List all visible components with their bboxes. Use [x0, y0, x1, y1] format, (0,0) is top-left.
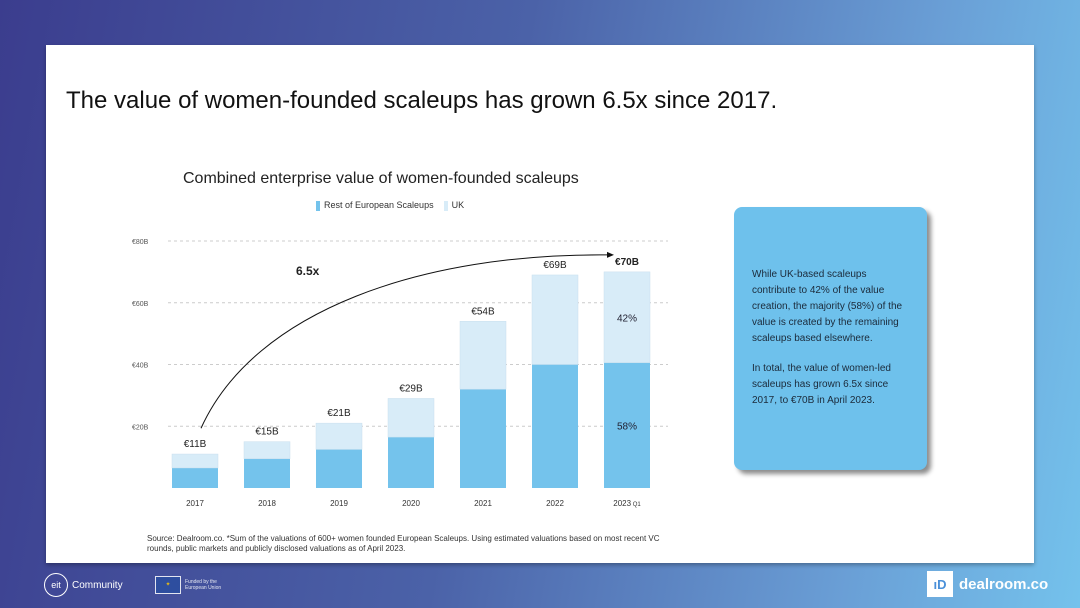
x-tick-label: 2022 [546, 499, 564, 508]
bar-segment-rest [316, 449, 362, 488]
dealroom-logo: ıD dealroom.co [927, 571, 1048, 597]
legend-item-rest: Rest of European Scaleups [316, 200, 434, 211]
legend-swatch [443, 200, 448, 211]
bar-total-label: €15B [255, 427, 279, 438]
x-tick-label: 2023 Q1 [613, 499, 641, 508]
legend-label: UK [451, 200, 465, 210]
bar-total-label: €69B [543, 260, 567, 271]
bar-segment-uk [243, 441, 291, 459]
community-label: Community [72, 579, 123, 591]
bar-segment-rest [244, 458, 290, 488]
bar-segment-rest [388, 437, 434, 488]
dealroom-label: dealroom.co [959, 575, 1049, 593]
eu-flag-icon: ✦ [155, 576, 181, 594]
eit-community-logo: eit Community [44, 573, 123, 597]
bar-segment-uk [603, 271, 651, 363]
slide-panel: The value of women-founded scaleups has … [46, 45, 1034, 563]
source-note: Source: Dealroom.co. *Sum of the valuati… [147, 534, 660, 553]
bar-segment-rest [532, 364, 578, 488]
bar-segment-rest [460, 389, 506, 488]
bar-segment-uk [315, 422, 363, 450]
legend-item-uk: UK [443, 200, 465, 211]
bar-segment-rest [172, 467, 218, 488]
bar-segment-uk [531, 274, 579, 365]
dealroom-mark-icon: ıD [927, 571, 953, 597]
y-tick-label: €40B [132, 363, 149, 370]
slide-title: The value of women-founded scaleups has … [66, 87, 778, 114]
insight-paragraph-1: While UK-based scaleups contribute to 42… [752, 269, 903, 344]
chart-title: Combined enterprise value of women-found… [183, 170, 579, 187]
eu-label: Funded by the European Union [185, 579, 222, 591]
y-tick-label: €20B [132, 424, 149, 431]
bar-chart: €20B €40B €60B €80B €11B 2017 €15B 2018 €21B 2019… [132, 239, 668, 508]
legend-swatch [316, 200, 320, 211]
bar-total-label: €29B [399, 383, 423, 394]
insight-paragraph-2: In total, the value of women-led scaleup… [752, 363, 891, 406]
bar-total-label: €21B [327, 408, 351, 419]
chart-legend: Rest of European Scaleups UK [316, 200, 464, 211]
legend-label: Rest of European Scaleups [324, 200, 434, 210]
rest-share-label: 58% [617, 421, 637, 432]
bar-total-label: €70B [615, 257, 639, 268]
bar-segment-uk [387, 398, 435, 438]
bar-segment-rest [604, 362, 650, 488]
x-tick-label: 2019 [330, 499, 348, 508]
x-tick-label: 2017 [186, 499, 204, 508]
eit-mark: eit [44, 573, 68, 597]
growth-label: 6.5x [296, 264, 320, 278]
y-tick-label: €60B [132, 301, 149, 308]
arrowhead-icon [607, 251, 614, 258]
y-tick-label: €80B [132, 239, 149, 246]
bar-segment-uk [459, 321, 507, 390]
bar-segment-uk [171, 453, 219, 469]
bar-total-label: €54B [471, 306, 495, 317]
x-tick-label: 2018 [258, 499, 276, 508]
uk-share-label: 42% [617, 313, 637, 324]
insight-box: While UK-based scaleups contribute to 42… [734, 207, 927, 470]
eu-funding-logo: ✦ Funded by the European Union [155, 576, 225, 594]
bar-total-label: €11B [184, 439, 207, 450]
x-tick-label: 2020 [402, 499, 420, 508]
growth-arrow [200, 254, 608, 429]
x-tick-label: 2021 [474, 499, 492, 508]
